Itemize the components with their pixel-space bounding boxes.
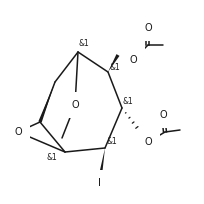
Text: &1: &1 bbox=[78, 40, 89, 49]
Text: &1: &1 bbox=[122, 98, 133, 106]
Text: O: O bbox=[14, 127, 22, 137]
Polygon shape bbox=[108, 54, 119, 72]
Text: O: O bbox=[143, 23, 151, 33]
Text: O: O bbox=[143, 137, 151, 147]
Polygon shape bbox=[98, 148, 104, 178]
Text: O: O bbox=[159, 110, 166, 120]
Text: &1: &1 bbox=[46, 153, 57, 163]
Text: &1: &1 bbox=[109, 63, 120, 72]
Polygon shape bbox=[38, 82, 55, 123]
Text: &1: &1 bbox=[106, 137, 117, 146]
Text: O: O bbox=[129, 55, 136, 65]
Text: I: I bbox=[98, 178, 101, 188]
Text: O: O bbox=[71, 100, 78, 110]
